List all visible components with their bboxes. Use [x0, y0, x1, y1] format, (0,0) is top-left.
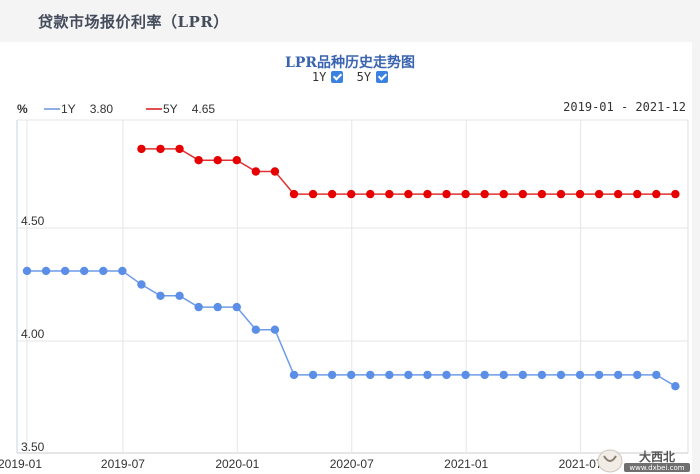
svg-text:3.50: 3.50	[21, 440, 45, 454]
legend-item-1y[interactable]: 1Y 3.80	[44, 102, 113, 116]
toggle-5y-label: 5Y	[356, 70, 372, 84]
y-axis-unit: %	[17, 102, 28, 116]
watermark-text: 大西北	[639, 449, 675, 464]
series-toggles: 1Y 5Y	[0, 70, 700, 84]
svg-text:4.00: 4.00	[21, 327, 45, 341]
svg-text:2020-01: 2020-01	[215, 457, 259, 471]
legend-latest-value: 3.80	[89, 102, 114, 116]
toggle-1y-label: 1Y	[311, 70, 327, 84]
watermark-url: www.dxbei.com	[629, 464, 684, 472]
checkbox-checked-icon[interactable]	[331, 71, 344, 83]
chart-series	[22, 144, 680, 391]
checkbox-checked-icon[interactable]	[376, 71, 389, 83]
legend-item-5y[interactable]: 5Y 4.65	[146, 102, 215, 116]
x-axis-ticks: 2019-01 2019-07 2020-01 2020-07 2021-01 2021-…	[0, 457, 603, 471]
toggle-5y[interactable]: 5Y	[356, 70, 389, 84]
svg-text:4.50: 4.50	[21, 214, 45, 228]
svg-text:2020-07: 2020-07	[330, 457, 374, 471]
legend-label: 1Y	[61, 102, 76, 116]
y-axis-ticks: 3.50 4.00 4.50	[21, 214, 45, 454]
scrollbar-track	[692, 42, 700, 474]
svg-text:2019-01: 2019-01	[0, 457, 42, 471]
chart-panel	[0, 42, 692, 474]
svg-text:2021-01: 2021-01	[444, 457, 488, 471]
page-title: 贷款市场报价利率（LPR）	[38, 13, 229, 31]
legend-line-icon	[44, 108, 60, 110]
svg-text:2019-07: 2019-07	[101, 457, 145, 471]
legend-label: 5Y	[163, 102, 178, 116]
svg-text:2021-07: 2021-07	[559, 457, 603, 471]
watermark-logo: www.dxbei.com 大西北	[597, 449, 690, 473]
legend-line-icon	[146, 108, 162, 110]
chart-grid	[16, 119, 689, 454]
toggle-1y[interactable]: 1Y	[311, 70, 344, 84]
legend-latest-value: 4.65	[191, 102, 216, 116]
page-header: 贷款市场报价利率（LPR）	[0, 0, 700, 42]
date-range-label: 2019-01 - 2021-12	[563, 100, 686, 114]
chart-title: LPR品种历史走势图	[284, 55, 415, 71]
